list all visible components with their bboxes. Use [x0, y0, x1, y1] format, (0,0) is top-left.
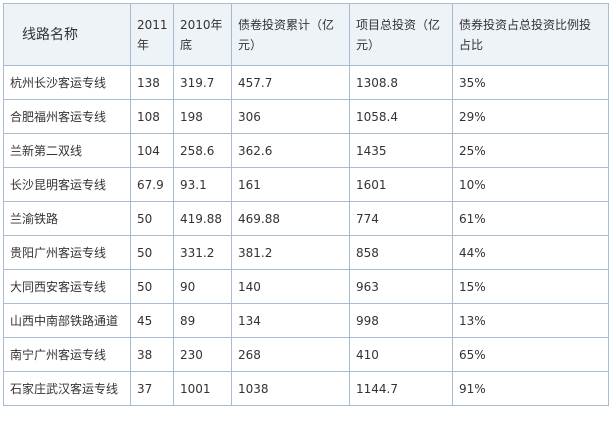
table-cell: 90	[173, 269, 232, 304]
table-cell: 兰新第二双线	[3, 133, 131, 168]
header-cell: 2011年	[130, 3, 174, 66]
table-cell: 469.88	[231, 201, 350, 236]
table-cell: 10%	[452, 167, 609, 202]
table-cell: 山西中南部铁路通道	[3, 303, 131, 338]
table-cell: 258.6	[173, 133, 232, 168]
table-cell: 198	[173, 99, 232, 134]
table-row: 兰渝铁路 50 419.88 469.88 774 61%	[3, 201, 609, 236]
table-cell: 1144.7	[349, 371, 453, 406]
table-cell: 1601	[349, 167, 453, 202]
table-cell: 1038	[231, 371, 350, 406]
table-cell: 858	[349, 235, 453, 270]
table-cell: 石家庄武汉客运专线	[3, 371, 131, 406]
table-cell: 1058.4	[349, 99, 453, 134]
table-cell: 50	[130, 269, 174, 304]
table-row: 贵阳广州客运专线 50 331.2 381.2 858 44%	[3, 235, 609, 270]
table-cell: 362.6	[231, 133, 350, 168]
table-row: 大同西安客运专线 50 90 140 963 15%	[3, 269, 609, 304]
table-cell: 963	[349, 269, 453, 304]
table-cell: 61%	[452, 201, 609, 236]
table-cell: 1308.8	[349, 65, 453, 100]
table-cell: 410	[349, 337, 453, 372]
table-cell: 合肥福州客运专线	[3, 99, 131, 134]
table-cell: 138	[130, 65, 174, 100]
table-cell: 319.7	[173, 65, 232, 100]
table-cell: 35%	[452, 65, 609, 100]
table-cell: 134	[231, 303, 350, 338]
table-cell: 268	[231, 337, 350, 372]
table-cell: 50	[130, 201, 174, 236]
table-cell: 1435	[349, 133, 453, 168]
table-cell: 306	[231, 99, 350, 134]
table-cell: 67.9	[130, 167, 174, 202]
table-cell: 长沙昆明客运专线	[3, 167, 131, 202]
table-cell: 44%	[452, 235, 609, 270]
table-cell: 50	[130, 235, 174, 270]
table-cell: 杭州长沙客运专线	[3, 65, 131, 100]
table-row: 南宁广州客运专线 38 230 268 410 65%	[3, 337, 609, 372]
table-cell: 贵阳广州客运专线	[3, 235, 131, 270]
table-cell: 161	[231, 167, 350, 202]
table-cell: 兰渝铁路	[3, 201, 131, 236]
table-row: 山西中南部铁路通道 45 89 134 998 13%	[3, 303, 609, 338]
table-cell: 38	[130, 337, 174, 372]
table-cell: 29%	[452, 99, 609, 134]
table-cell: 89	[173, 303, 232, 338]
table-row: 杭州长沙客运专线 138 319.7 457.7 1308.8 35%	[3, 65, 609, 100]
header-cell: 2010年底	[173, 3, 232, 66]
data-table: 线路名称 2011年 2010年底 债卷投资累计（亿元） 项目总投资（亿元） 债券投资占总…	[3, 3, 609, 406]
table-cell: 13%	[452, 303, 609, 338]
table-cell: 南宁广州客运专线	[3, 337, 131, 372]
table-cell: 140	[231, 269, 350, 304]
table-cell: 93.1	[173, 167, 232, 202]
table-cell: 457.7	[231, 65, 350, 100]
table-row: 长沙昆明客运专线 67.9 93.1 161 1601 10%	[3, 167, 609, 202]
table-row: 石家庄武汉客运专线 37 1001 1038 1144.7 91%	[3, 371, 609, 406]
table-cell: 45	[130, 303, 174, 338]
table-cell: 65%	[452, 337, 609, 372]
table-cell: 104	[130, 133, 174, 168]
table-body: 杭州长沙客运专线 138 319.7 457.7 1308.8 35% 合肥福州客运专线 10…	[3, 65, 609, 406]
table-cell: 774	[349, 201, 453, 236]
table-row: 兰新第二双线 104 258.6 362.6 1435 25%	[3, 133, 609, 168]
header-cell: 债卷投资累计（亿元）	[231, 3, 350, 66]
table-cell: 15%	[452, 269, 609, 304]
table-cell: 998	[349, 303, 453, 338]
table-row: 合肥福州客运专线 108 198 306 1058.4 29%	[3, 99, 609, 134]
table-cell: 1001	[173, 371, 232, 406]
table-cell: 381.2	[231, 235, 350, 270]
table-cell: 37	[130, 371, 174, 406]
header-row: 线路名称 2011年 2010年底 债卷投资累计（亿元） 项目总投资（亿元） 债券投资占总…	[3, 3, 609, 66]
table-cell: 331.2	[173, 235, 232, 270]
table-cell: 230	[173, 337, 232, 372]
table-cell: 108	[130, 99, 174, 134]
table-cell: 419.88	[173, 201, 232, 236]
header-cell: 项目总投资（亿元）	[349, 3, 453, 66]
header-cell: 线路名称	[3, 3, 131, 66]
table-cell: 91%	[452, 371, 609, 406]
table-cell: 大同西安客运专线	[3, 269, 131, 304]
table-cell: 25%	[452, 133, 609, 168]
header-cell: 债券投资占总投资比例投占比	[452, 3, 609, 66]
